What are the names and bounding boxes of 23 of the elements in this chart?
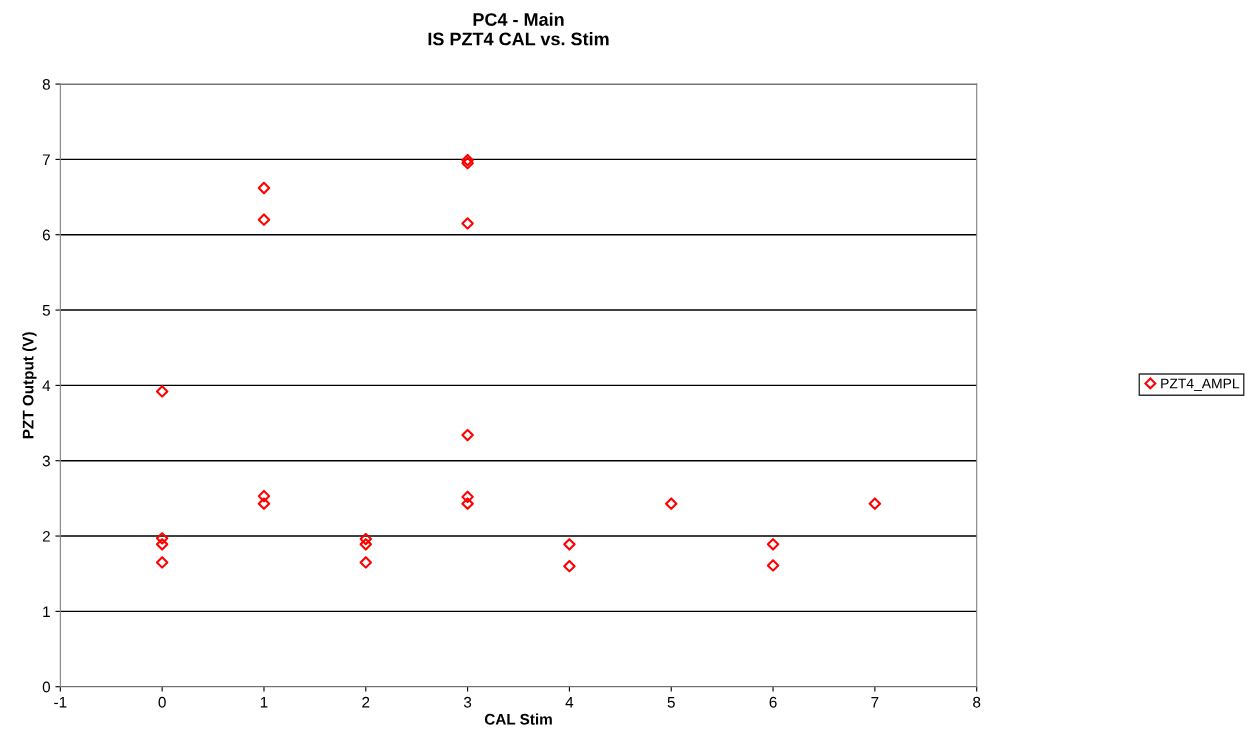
- x-tick-label: 1: [260, 697, 268, 708]
- y-tick-label: 6: [42, 229, 50, 241]
- y-axis-title: PZT Output (V): [22, 332, 37, 439]
- y-tick-label: 1: [43, 606, 50, 617]
- x-tick-label: 2: [362, 696, 370, 708]
- x-axis-title: CAL Stim: [484, 713, 552, 725]
- x-tick-label: 6: [769, 696, 777, 708]
- x-tick-label: 4: [565, 697, 574, 708]
- chart-title: PC4 - Main IS PZT4 CAL vs. Stim: [428, 12, 609, 46]
- x-tick-label: 5: [667, 697, 675, 708]
- y-tick-label: 2: [42, 530, 50, 542]
- y-tick-label: 8: [42, 78, 50, 90]
- x-tick-label: 3: [463, 696, 472, 708]
- y-tick-label: 7: [42, 154, 50, 165]
- y-tick-label: 3: [42, 455, 50, 467]
- x-tick-label: 0: [158, 696, 166, 708]
- y-tick-label: 5: [42, 305, 50, 316]
- y-tick-label: 4: [42, 380, 51, 391]
- x-tick-label: 8: [973, 696, 981, 708]
- y-tick-label: 0: [42, 681, 51, 693]
- x-tick-label: 7: [871, 697, 879, 708]
- x-tick-label: -1: [54, 697, 67, 708]
- legend-label: PZT4_AMPL: [1161, 378, 1240, 391]
